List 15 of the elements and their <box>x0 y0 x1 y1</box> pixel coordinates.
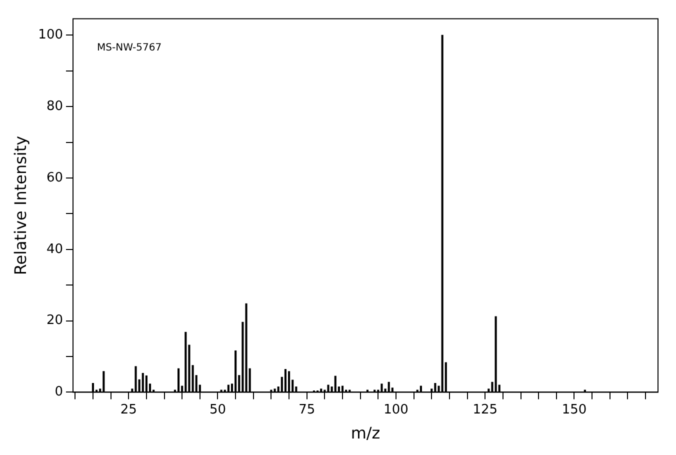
y-tick-label: 80 <box>46 98 64 114</box>
x-tick-label: 100 <box>384 402 408 418</box>
x-axis-title: m/z <box>350 424 380 443</box>
annotation: MS-NW-5767 <box>97 42 162 54</box>
x-tick-label: 25 <box>120 402 137 418</box>
y-tick-label: 40 <box>46 242 64 257</box>
x-tick-label: 50 <box>209 402 226 418</box>
x-tick-label: 75 <box>298 402 316 418</box>
x-tick-label: 150 <box>562 402 587 418</box>
x-tick-label: 125 <box>472 402 498 418</box>
y-tick-label: 100 <box>38 28 64 43</box>
y-axis-title: Relative Intensity <box>10 136 30 276</box>
y-tick-label: 0 <box>54 384 64 400</box>
y-tick-label: 60 <box>46 170 64 186</box>
y-tick-label: 20 <box>46 313 64 328</box>
